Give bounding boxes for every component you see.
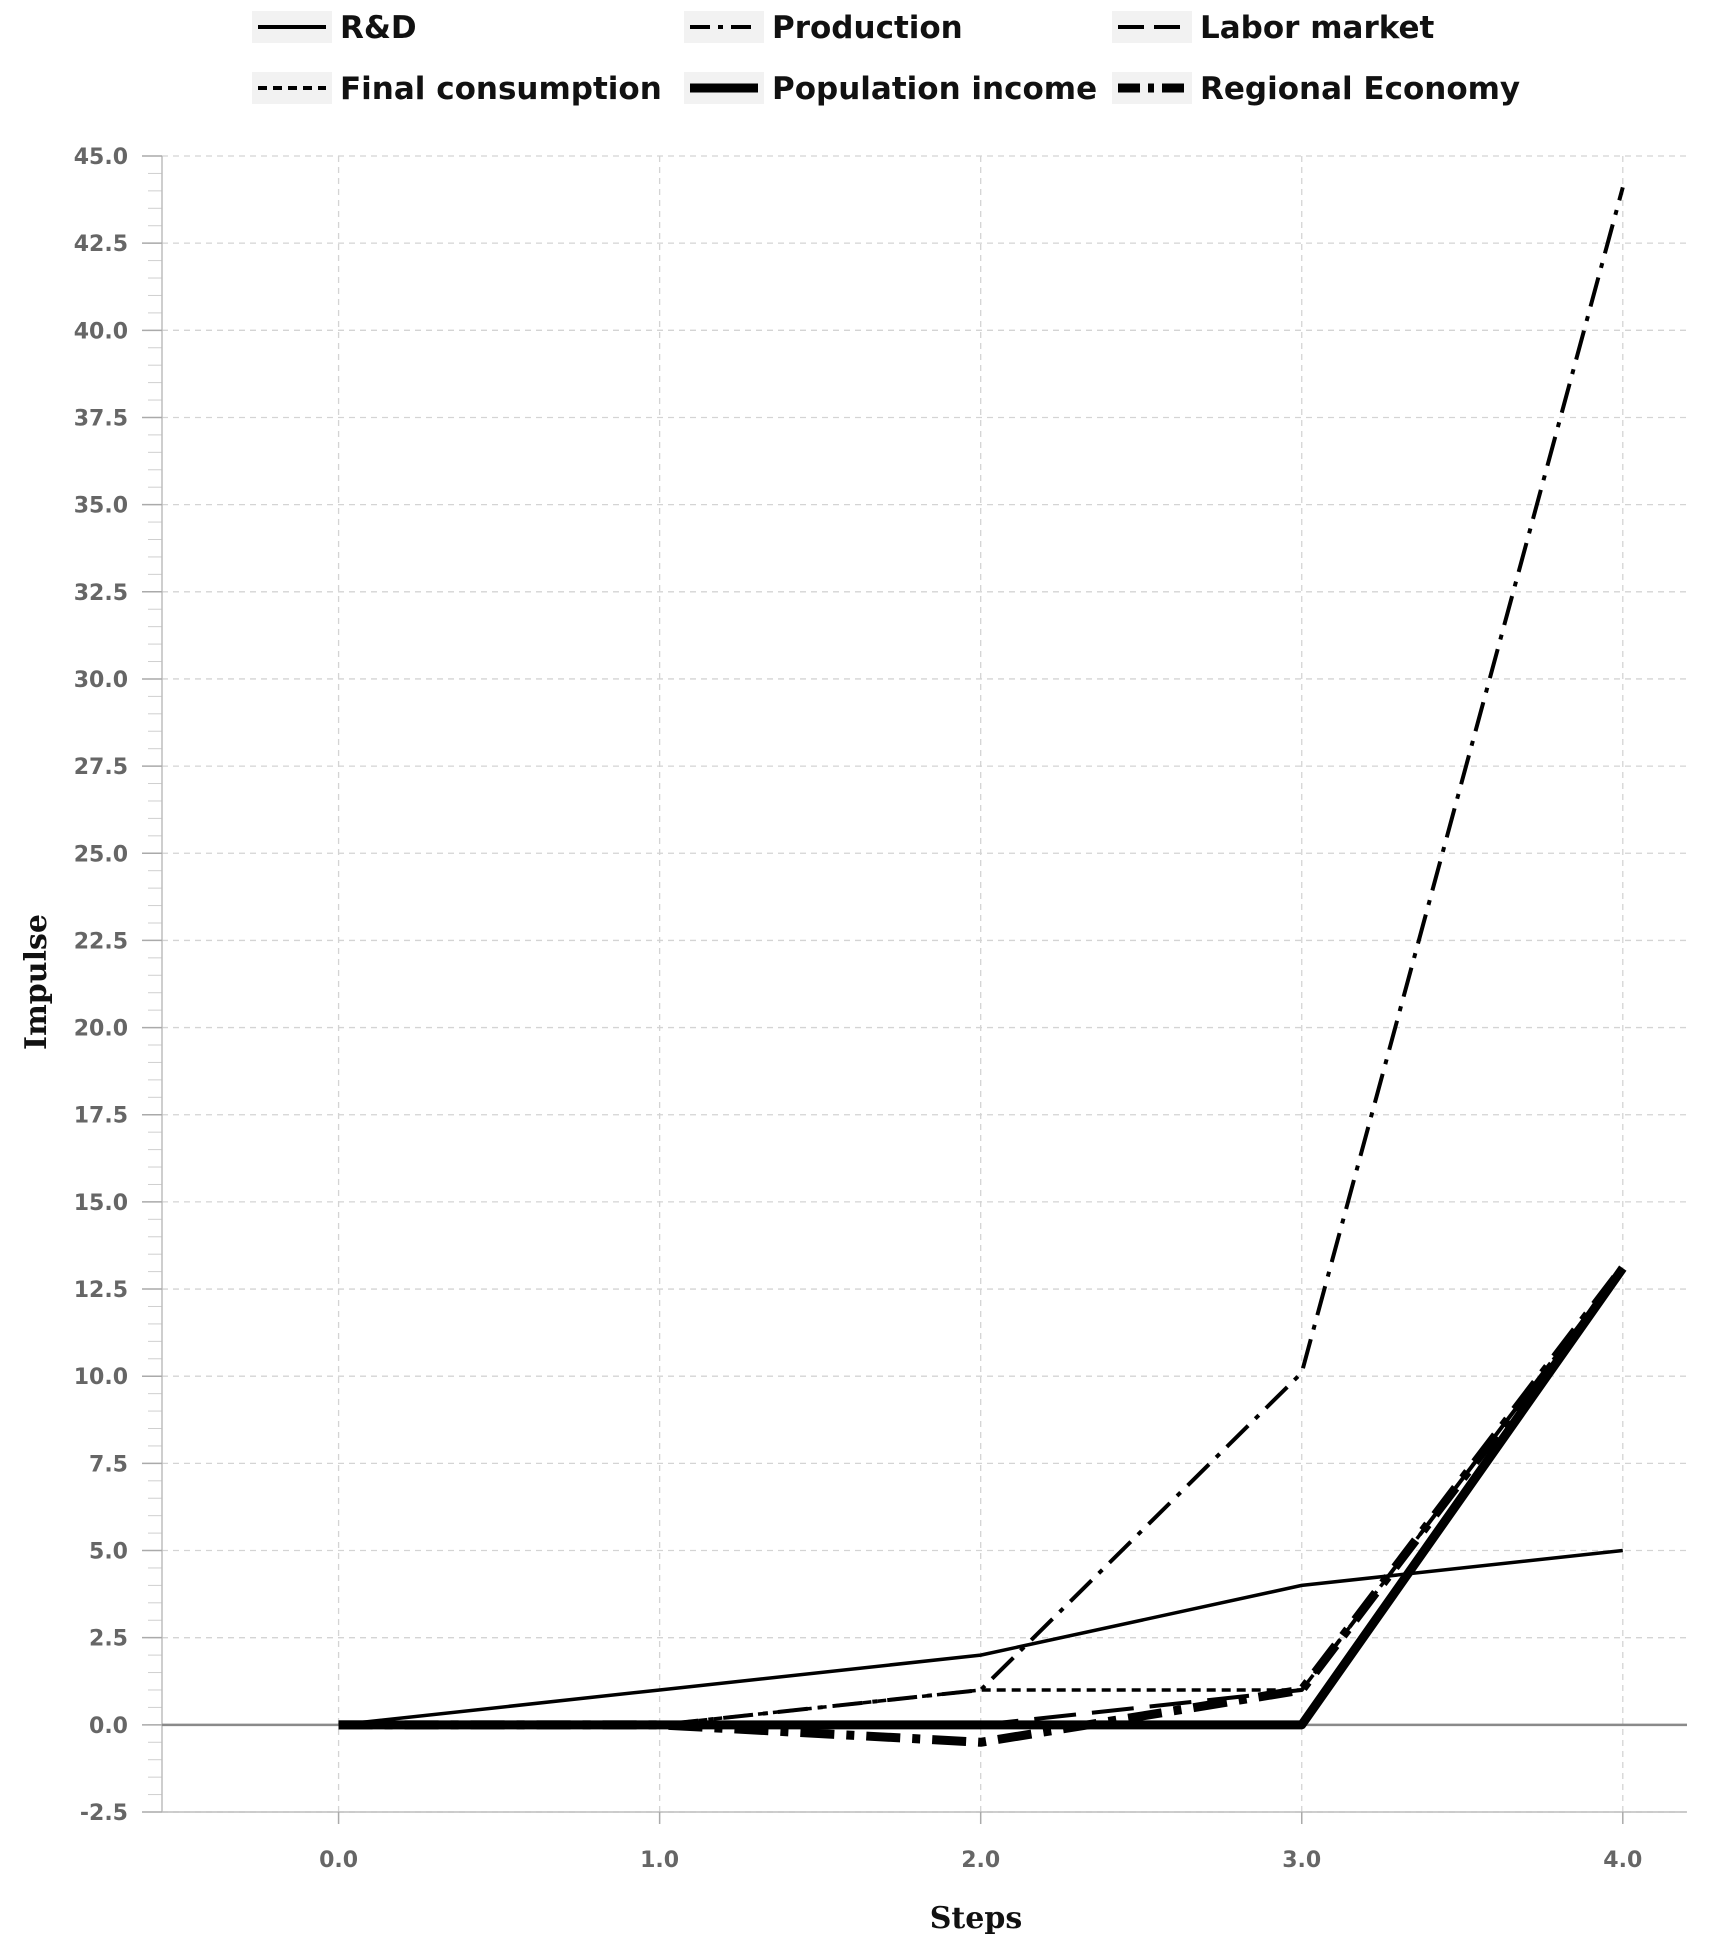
series-line-production (338, 186, 1625, 1727)
x-tick-label: 2.0 (961, 1848, 1000, 1873)
y-tick-label: 25.0 (74, 842, 128, 867)
legend-label-labor-market: Labor market (1200, 10, 1435, 46)
y-axis-title: Impulse (19, 914, 54, 1050)
legend-label-production: Production (772, 10, 963, 46)
y-tick-label: 2.5 (89, 1627, 128, 1652)
legend-label-regional-economy: Regional Economy (1200, 71, 1520, 107)
series-group (338, 186, 1627, 1747)
y-tick-label: 5.0 (89, 1540, 128, 1565)
y-tick-label: 17.5 (74, 1104, 128, 1129)
y-tick-label: 30.0 (74, 668, 128, 693)
x-axis-title: Steps (930, 1901, 1022, 1936)
y-tick-label: 20.0 (74, 1017, 128, 1042)
legend-label-final-consumption: Final consumption (340, 71, 662, 107)
y-tick-label: 22.5 (74, 929, 128, 954)
axes: -2.5 0.0 2.5 5.0 7.5 10.0 12.5 15.0 17.5 20.0 22.5… (74, 145, 1687, 1873)
x-tick-label: 0.0 (319, 1848, 358, 1873)
y-tick-label: 15.0 (74, 1191, 128, 1216)
y-tick-label: 35.0 (74, 494, 128, 519)
y-tick-label: 0.0 (89, 1714, 128, 1739)
y-tick-label: 32.5 (74, 581, 128, 606)
y-tick-label: 12.5 (74, 1278, 128, 1303)
x-tick-label: 1.0 (640, 1848, 679, 1873)
x-tick-label: 4.0 (1603, 1848, 1642, 1873)
y-tick-label: 27.5 (74, 755, 128, 780)
y-tick-label: 7.5 (89, 1452, 128, 1477)
legend: R&D Production Labor market Final consumpti… (252, 10, 1520, 107)
y-tick-label: 45.0 (74, 145, 128, 170)
series-line-regional-economy (338, 1265, 1627, 1747)
y-tick-label: 37.5 (74, 406, 128, 431)
y-tick-label: 40.0 (74, 319, 128, 344)
legend-label-population-income: Population income (772, 71, 1097, 107)
y-tick-label: 42.5 (74, 232, 128, 257)
x-tick-label: 3.0 (1282, 1848, 1321, 1873)
y-tick-label: -2.5 (80, 1801, 128, 1826)
grid (162, 155, 1687, 1813)
y-tick-label: 10.0 (74, 1365, 128, 1390)
legend-label-r-d: R&D (340, 10, 417, 46)
